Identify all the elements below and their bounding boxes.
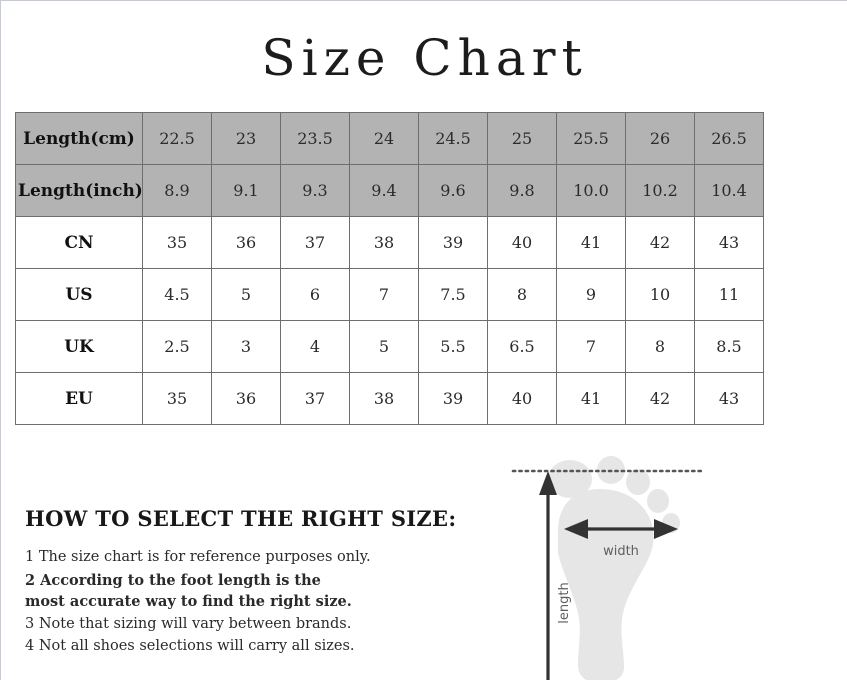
table-cell: 38 — [349, 216, 419, 269]
table-cell: 39 — [418, 372, 488, 425]
table-cell: 23 — [211, 112, 281, 165]
table-cell: 26.5 — [694, 112, 764, 165]
length-arrow — [539, 471, 557, 680]
table-cell: 10.0 — [556, 164, 626, 217]
table-cell: 5 — [349, 320, 419, 373]
table-cell: 4.5 — [142, 268, 212, 321]
table-cell: 42 — [625, 216, 695, 269]
how-to-list-item: 2 According to the foot length is the mo… — [25, 571, 352, 611]
table-cell: 3 — [211, 320, 281, 373]
row-header-length-cm: Length(cm) — [15, 112, 143, 165]
table-cell: 35 — [142, 216, 212, 269]
table-cell: 8 — [487, 268, 557, 321]
table-cell: 5.5 — [418, 320, 488, 373]
table-cell: 5 — [211, 268, 281, 321]
size-chart-table: Length(cm) 22.5 23 23.5 24 24.5 25 25.5 26 26.5 Le… — [15, 112, 764, 425]
row-header-cn: CN — [15, 216, 143, 269]
table-cell: 24 — [349, 112, 419, 165]
width-label: width — [603, 544, 639, 559]
table-cell: 39 — [418, 216, 488, 269]
table-cell: 26 — [625, 112, 695, 165]
table-cell: 9 — [556, 268, 626, 321]
table-cell: 10.2 — [625, 164, 695, 217]
table-cell: 7 — [349, 268, 419, 321]
table-cell: 10.4 — [694, 164, 764, 217]
table-cell: 6 — [280, 268, 350, 321]
how-to-select-list: 1 The size chart is for reference purpos… — [25, 547, 465, 658]
table-cell: 8.5 — [694, 320, 764, 373]
table-cell: 35 — [142, 372, 212, 425]
table-cell: 40 — [487, 216, 557, 269]
table-cell: 24.5 — [418, 112, 488, 165]
row-header-length-inch: Length(inch) — [15, 164, 143, 217]
page-title: Size Chart — [261, 29, 588, 87]
table-row: EU 35 36 37 38 39 40 41 42 43 — [15, 372, 764, 425]
length-label: length — [557, 582, 572, 623]
table-row: Length(inch) 8.9 9.1 9.3 9.4 9.6 9.8 10.0 10.2 10… — [15, 164, 764, 217]
table-cell: 25 — [487, 112, 557, 165]
table-cell: 9.8 — [487, 164, 557, 217]
table-row: UK 2.5 3 4 5 5.5 6.5 7 8 8.5 — [15, 320, 764, 373]
table-cell: 36 — [211, 216, 281, 269]
table-cell: 41 — [556, 216, 626, 269]
foot-measurement-diagram: width length — [496, 451, 756, 680]
table-cell: 8.9 — [142, 164, 212, 217]
table-cell: 11 — [694, 268, 764, 321]
row-header-uk: UK — [15, 320, 143, 373]
table-cell: 43 — [694, 372, 764, 425]
table-cell: 10 — [625, 268, 695, 321]
table-cell: 23.5 — [280, 112, 350, 165]
how-to-select-heading: HOW TO SELECT THE RIGHT SIZE: — [25, 506, 457, 531]
table-cell: 43 — [694, 216, 764, 269]
table-cell: 37 — [280, 216, 350, 269]
table-row: Length(cm) 22.5 23 23.5 24 24.5 25 25.5 26 26.5 — [15, 112, 764, 165]
how-to-select-section: HOW TO SELECT THE RIGHT SIZE: 1 The size… — [25, 506, 465, 659]
table-cell: 9.6 — [418, 164, 488, 217]
table-cell: 40 — [487, 372, 557, 425]
table-cell: 37 — [280, 372, 350, 425]
table-cell: 9.4 — [349, 164, 419, 217]
table-cell: 25.5 — [556, 112, 626, 165]
row-header-eu: EU — [15, 372, 143, 425]
table-row: US 4.5 5 6 7 7.5 8 9 10 11 — [15, 268, 764, 321]
table-cell: 9.3 — [280, 164, 350, 217]
table-cell: 4 — [280, 320, 350, 373]
table-cell: 41 — [556, 372, 626, 425]
table-cell: 38 — [349, 372, 419, 425]
table-cell: 22.5 — [142, 112, 212, 165]
table-cell: 42 — [625, 372, 695, 425]
how-to-list-item: 4 Not all shoes selections will carry al… — [25, 638, 355, 654]
table-cell: 7.5 — [418, 268, 488, 321]
table-cell: 2.5 — [142, 320, 212, 373]
table-cell: 8 — [625, 320, 695, 373]
table-row: CN 35 36 37 38 39 40 41 42 43 — [15, 216, 764, 269]
width-arrow — [564, 519, 678, 539]
table-cell: 7 — [556, 320, 626, 373]
row-header-us: US — [15, 268, 143, 321]
table-cell: 6.5 — [487, 320, 557, 373]
size-chart-table-wrapper: Length(cm) 22.5 23 23.5 24 24.5 25 25.5 26 26.5 Le… — [15, 112, 764, 425]
table-cell: 9.1 — [211, 164, 281, 217]
table-cell: 36 — [211, 372, 281, 425]
footprint-icon — [548, 456, 680, 680]
how-to-list-item: 3 Note that sizing will vary between bra… — [25, 615, 352, 632]
how-to-list-item: 1 The size chart is for reference purpos… — [25, 549, 371, 565]
